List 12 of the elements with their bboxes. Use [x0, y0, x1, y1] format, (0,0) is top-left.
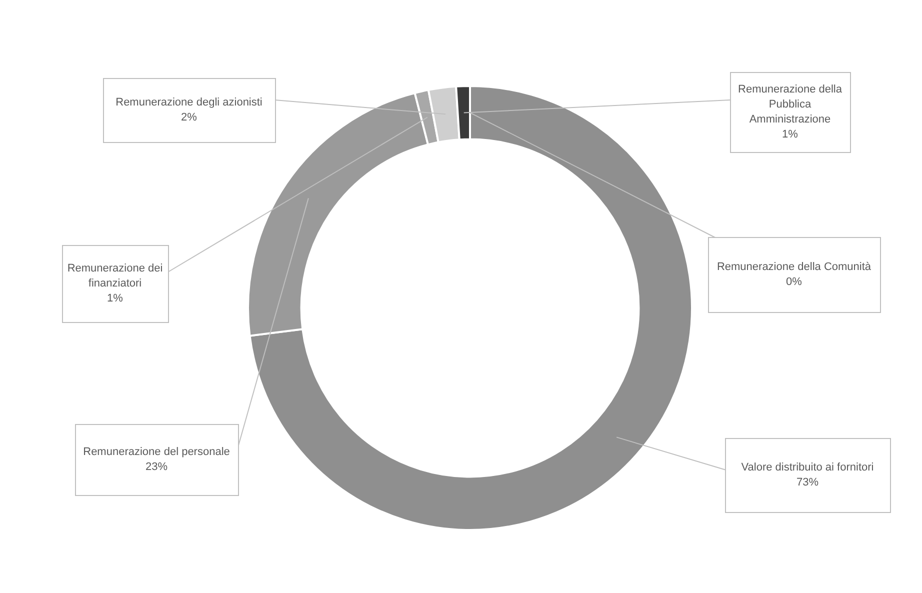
slice-label: Remunerazione del personale — [83, 446, 230, 458]
data-label: 23% — [145, 461, 168, 474]
slice-label: Valore distribuito ai fornitori — [741, 462, 874, 474]
slice-label: Remunerazione degli azionisti — [116, 96, 262, 109]
text: 0% — [786, 276, 802, 288]
slice-label: Remunerazione dei finanziatori — [67, 262, 163, 290]
category-label: Remunerazione della Comunità — [716, 261, 872, 274]
data-label: 73% — [796, 476, 819, 489]
slice-label: Remunerazione della Pubblica Amministrazione — [738, 84, 843, 126]
data-label: 2% — [181, 112, 198, 124]
data-label: 1% — [107, 292, 124, 305]
data-label: 1% — [782, 128, 798, 141]
